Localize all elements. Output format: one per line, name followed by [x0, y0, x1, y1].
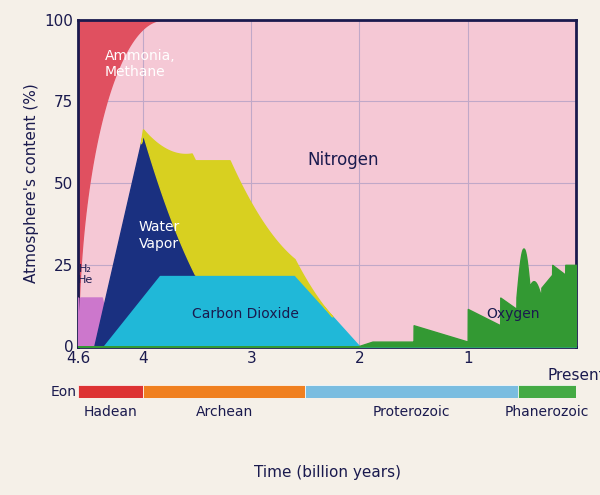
Text: Nitrogen: Nitrogen — [307, 151, 379, 169]
Text: Proterozoic: Proterozoic — [373, 405, 450, 419]
Bar — [78, 385, 143, 398]
Text: Eon: Eon — [51, 385, 77, 398]
Text: Carbon Dioxide: Carbon Dioxide — [193, 307, 299, 321]
Text: Water
Vapor: Water Vapor — [139, 220, 180, 250]
Text: Present: Present — [547, 368, 600, 383]
Text: Ammonia,
Methane: Ammonia, Methane — [105, 49, 176, 79]
Y-axis label: Atmosphere's content (%): Atmosphere's content (%) — [24, 83, 39, 283]
Text: H₂
He: H₂ He — [78, 264, 93, 286]
Bar — [143, 385, 305, 398]
Bar — [518, 385, 576, 398]
Text: Hadean: Hadean — [83, 405, 137, 419]
Text: Oxygen: Oxygen — [487, 307, 540, 321]
Bar — [305, 385, 518, 398]
Text: Phanerozoic: Phanerozoic — [505, 405, 589, 419]
Text: Archean: Archean — [196, 405, 253, 419]
Text: Time (billion years): Time (billion years) — [254, 465, 401, 480]
